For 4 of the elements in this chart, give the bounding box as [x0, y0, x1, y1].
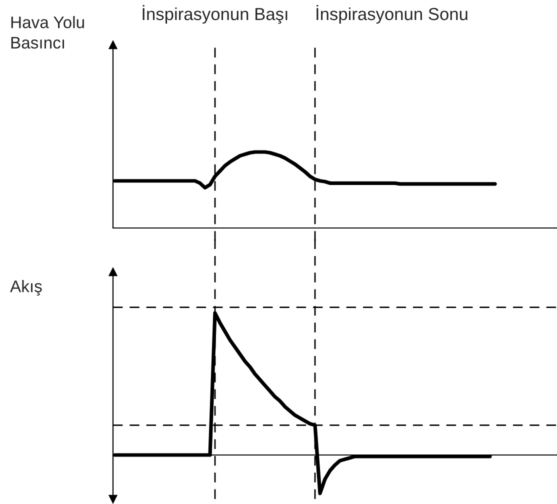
- y-axis-title: Hava Yolu Basıncı: [11, 16, 84, 49]
- y-axis-title: Akış: [10, 280, 42, 296]
- text: İnspirasyonun Başı: [142, 5, 288, 24]
- text: İnspirasyonun Sonu: [316, 5, 468, 24]
